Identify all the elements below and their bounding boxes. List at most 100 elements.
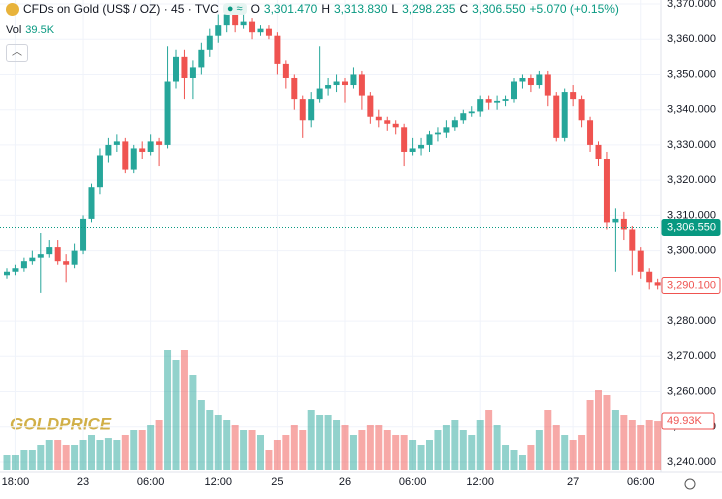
volume-bar xyxy=(206,410,214,470)
volume-bar xyxy=(240,430,248,470)
candle-body xyxy=(181,56,188,78)
y-tick-label: 3,280.000 xyxy=(667,315,716,327)
volume-bar xyxy=(654,421,662,470)
volume-bar xyxy=(510,450,518,470)
candle-body xyxy=(637,250,644,272)
volume-bar xyxy=(451,420,459,470)
candle-body xyxy=(12,268,19,272)
candle-body xyxy=(350,74,357,86)
volume-bar xyxy=(383,430,391,470)
volume-bar xyxy=(417,445,425,470)
candle-body xyxy=(570,92,577,100)
candle-body xyxy=(63,261,70,265)
candle-body xyxy=(519,77,526,82)
candle-body xyxy=(358,74,365,96)
volume-bar xyxy=(544,410,552,470)
candle-body xyxy=(37,254,44,258)
collapse-button[interactable]: ︿ xyxy=(6,44,28,62)
volume-bar xyxy=(358,430,366,470)
legend-header: CFDs on Gold (US$ / OZ) · 45 · TVC ● ≈ O… xyxy=(6,2,619,16)
vol-label: Vol xyxy=(6,24,22,36)
y-tick-label: 3,300.000 xyxy=(667,245,716,257)
y-tick-label: 3,340.000 xyxy=(667,104,716,116)
candle-body xyxy=(629,229,636,251)
x-tick-label: 23 xyxy=(77,476,89,488)
candle-body xyxy=(342,81,348,86)
candle-body xyxy=(409,148,416,152)
candle-body xyxy=(113,141,120,145)
price-marker-box xyxy=(661,276,721,294)
candle-body xyxy=(139,148,146,152)
candle-body xyxy=(468,111,475,114)
candle-body xyxy=(316,88,323,100)
candle-body xyxy=(384,120,391,124)
candle-body xyxy=(122,141,129,170)
candle-body xyxy=(71,250,78,265)
volume-bar xyxy=(54,440,62,470)
y-tick-label: 3,370.000 xyxy=(667,0,716,10)
volume-bar xyxy=(138,430,146,470)
candle-body xyxy=(536,74,543,86)
candle-body xyxy=(54,247,61,262)
candle-body xyxy=(232,14,239,26)
volume-bar xyxy=(375,425,383,470)
candle-body xyxy=(443,127,450,133)
status-pill[interactable]: ● ≈ xyxy=(222,3,247,15)
c-value: 3,306.550 xyxy=(472,2,526,16)
candle-body xyxy=(603,159,610,223)
l-value: 3,298.235 xyxy=(402,2,456,16)
volume-bar xyxy=(130,430,138,470)
candle-body xyxy=(299,99,306,121)
candle-body xyxy=(249,21,256,33)
candle-body xyxy=(88,187,95,219)
volume-bar xyxy=(569,440,577,470)
x-tick-label: 12:00 xyxy=(466,476,494,488)
volume-bar xyxy=(611,410,619,470)
candle-body xyxy=(189,67,196,78)
h-value: 3,313.830 xyxy=(333,2,388,16)
candle-body xyxy=(206,35,213,50)
volume-bar xyxy=(88,435,95,470)
price-marker-label: 3,306.550 xyxy=(667,221,716,233)
x-tick-label: 27 xyxy=(567,476,579,488)
volume-bar xyxy=(3,455,11,470)
volume-bar xyxy=(586,400,594,470)
y-tick-label: 3,350.000 xyxy=(667,68,716,80)
volume-bar xyxy=(400,435,408,470)
volume-bar xyxy=(366,425,374,470)
volume-bar xyxy=(324,415,332,470)
x-tick-label: 12:00 xyxy=(204,476,232,488)
candle-body xyxy=(333,81,340,86)
y-tick-label: 3,240.000 xyxy=(667,456,716,468)
candle-body xyxy=(274,35,281,64)
candle-body xyxy=(173,56,179,82)
volume-bar xyxy=(147,425,155,470)
candle-body xyxy=(96,155,103,188)
candle-body xyxy=(511,81,517,100)
x-tick-label: 06:00 xyxy=(399,476,427,488)
volume-bar xyxy=(527,445,535,470)
volume-header: Vol 39.5K xyxy=(6,24,54,36)
volume-bar xyxy=(459,430,467,470)
y-tick-label: 3,310.000 xyxy=(667,209,716,221)
candle-body xyxy=(282,63,289,78)
x-tick-label: 18:00 xyxy=(2,476,30,488)
candle-body xyxy=(620,218,627,230)
settings-icon xyxy=(684,478,696,490)
candle-body xyxy=(578,99,585,121)
volume-bar xyxy=(645,420,653,470)
candle-body xyxy=(4,271,10,276)
x-tick-label: 26 xyxy=(339,476,351,488)
candle-body xyxy=(156,141,163,145)
y-tick-label: 3,360.000 xyxy=(667,33,716,45)
symbol-title: CFDs on Gold (US$ / OZ) · 45 · TVC xyxy=(23,2,219,16)
volume-bar xyxy=(197,400,205,470)
volume-bar xyxy=(155,420,163,470)
candle-body xyxy=(80,218,87,251)
candle-body xyxy=(646,271,653,283)
volume-bar xyxy=(561,435,569,470)
candle-body xyxy=(587,120,594,145)
volume-bar xyxy=(442,425,450,470)
